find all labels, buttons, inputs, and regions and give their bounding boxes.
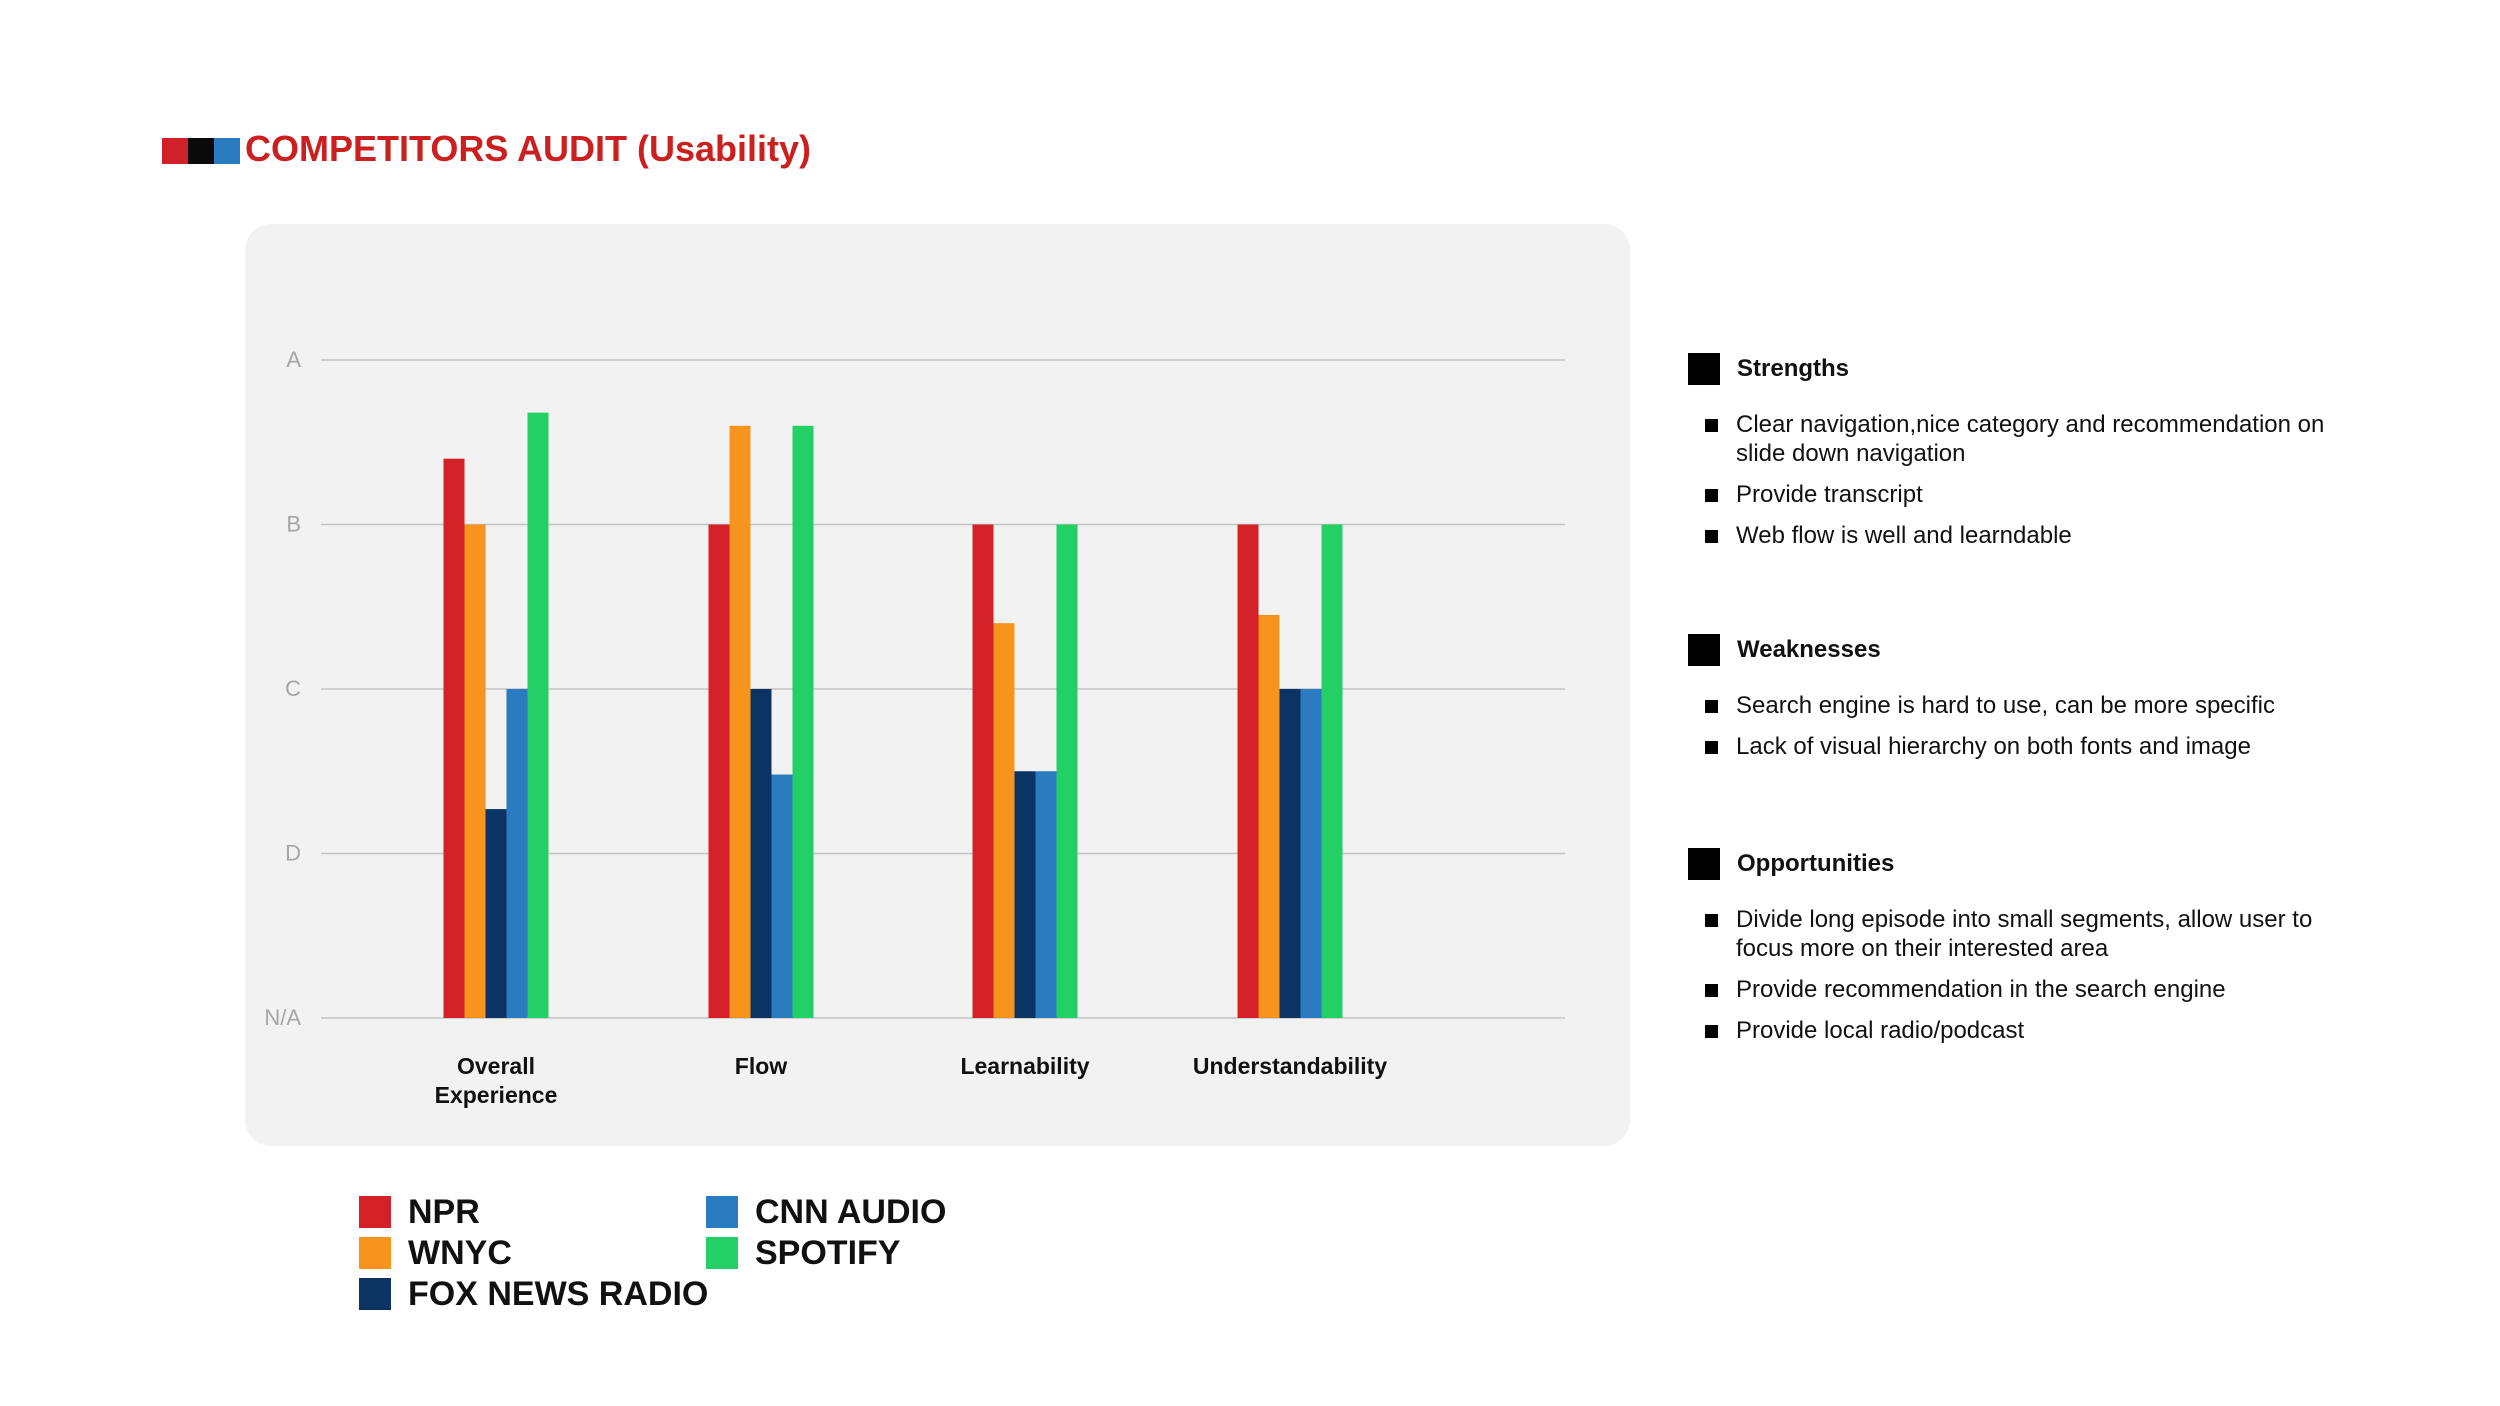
bar-fox-news-radio xyxy=(485,809,507,1018)
bullet-item: Clear navigation,nice category and recom… xyxy=(1705,410,2468,468)
logo-blue-block xyxy=(214,138,240,164)
bullet-item: Provide recommendation in the search eng… xyxy=(1705,975,2468,1004)
bar-npr xyxy=(708,524,730,1018)
y-tick-label: B xyxy=(286,512,301,537)
legend-swatch xyxy=(359,1278,391,1310)
x-tick-label: Learnability xyxy=(960,1053,1089,1079)
bullet-icon xyxy=(1705,419,1718,432)
legend-label: FOX NEWS RADIO xyxy=(408,1274,709,1313)
bullet-text: Divide long episode into small segments,… xyxy=(1736,906,2313,962)
section-marker-icon xyxy=(1688,634,1720,666)
section-strengths: Strengths Clear navigation,nice category … xyxy=(1688,352,2468,562)
bullet-text: Provide transcript xyxy=(1736,481,1923,508)
bullet-icon xyxy=(1705,741,1718,754)
x-tick-label: Flow xyxy=(735,1053,787,1079)
legend-swatch xyxy=(706,1237,738,1269)
bar-wnyc xyxy=(464,524,486,1018)
legend-label: CNN AUDIO xyxy=(755,1192,947,1231)
bullet-icon xyxy=(1705,700,1718,713)
section-heading: Strengths xyxy=(1688,352,2468,386)
x-tick-label-line: Flow xyxy=(735,1053,787,1079)
bar-npr xyxy=(972,524,994,1018)
bar-spotify xyxy=(1056,524,1078,1018)
x-tick-label: Understandability xyxy=(1193,1053,1387,1079)
legend-item: NPR xyxy=(359,1192,480,1231)
y-tick-label: C xyxy=(285,676,301,701)
legend-item: SPOTIFY xyxy=(706,1233,901,1272)
bullet-icon xyxy=(1705,914,1718,927)
section-opportunities: Opportunities Divide long episode into sm… xyxy=(1688,847,2468,1057)
legend-item: WNYC xyxy=(359,1233,512,1272)
legend-label: WNYC xyxy=(408,1233,512,1272)
bar-spotify xyxy=(1321,524,1343,1018)
bar-cnn-audio xyxy=(1035,771,1057,1018)
legend-label: NPR xyxy=(408,1192,480,1231)
bullet-icon xyxy=(1705,984,1718,997)
bar-chart: N/A D C B A Overall Experience Flow Learnability… xyxy=(264,347,1565,1108)
logo-black-block xyxy=(188,138,214,164)
section-title: Weaknesses xyxy=(1737,636,1881,663)
bar-npr xyxy=(443,458,465,1018)
section-title: Strengths xyxy=(1737,355,1850,382)
bar-spotify xyxy=(527,412,549,1018)
bar-fox-news-radio xyxy=(750,689,772,1018)
bullet-icon xyxy=(1705,1025,1718,1038)
legend-swatch xyxy=(359,1237,391,1269)
legend-swatch xyxy=(706,1196,738,1228)
logo-red-block xyxy=(162,138,188,164)
legend-label: SPOTIFY xyxy=(755,1233,901,1272)
bullet-item: Web flow is well and learndable xyxy=(1705,521,2468,550)
bullet-list: Divide long episode into small segments,… xyxy=(1688,905,2468,1045)
x-tick-label-line: Experience xyxy=(435,1082,558,1108)
section-heading: Weaknesses xyxy=(1688,633,2468,667)
bullet-icon xyxy=(1705,530,1718,543)
legend-item: FOX NEWS RADIO xyxy=(359,1274,709,1313)
y-tick-label: A xyxy=(286,347,301,372)
y-tick-label: N/A xyxy=(264,1005,301,1030)
bullet-item: Provide local radio/podcast xyxy=(1705,1016,2468,1045)
y-tick-label: D xyxy=(285,841,301,866)
bullet-list: Clear navigation,nice category and recom… xyxy=(1688,410,2468,550)
section-heading: Opportunities xyxy=(1688,847,2468,881)
bar-cnn-audio xyxy=(771,774,793,1018)
section-weaknesses: Weaknesses Search engine is hard to use, … xyxy=(1688,633,2468,773)
bullet-text: Lack of visual hierarchy on both fonts a… xyxy=(1736,733,2251,760)
x-tick-label-line: Learnability xyxy=(960,1053,1089,1079)
bar-wnyc xyxy=(729,425,751,1018)
bar-cnn-audio xyxy=(506,689,528,1018)
bar-npr xyxy=(1237,524,1259,1018)
page-title: COMPETITORS AUDIT (Usability) xyxy=(245,128,812,169)
bullet-item: Lack of visual hierarchy on both fonts a… xyxy=(1705,732,2468,761)
section-marker-icon xyxy=(1688,353,1720,385)
bullet-text: Provide recommendation in the search eng… xyxy=(1736,976,2226,1003)
x-tick-label-line: Understandability xyxy=(1193,1053,1387,1079)
title-logo xyxy=(162,138,240,164)
bullet-text: Provide local radio/podcast xyxy=(1736,1017,2025,1044)
bullet-text: Clear navigation,nice category and recom… xyxy=(1736,411,2325,467)
bullet-icon xyxy=(1705,489,1718,502)
bar-spotify xyxy=(792,425,814,1018)
x-tick-label-line: Overall xyxy=(457,1053,535,1079)
section-title: Opportunities xyxy=(1737,850,1895,877)
chart-panel: N/A D C B A Overall Experience Flow Learnability… xyxy=(245,224,1630,1146)
bar-wnyc xyxy=(993,623,1015,1018)
bullet-text: Web flow is well and learndable xyxy=(1736,522,2072,549)
x-tick-label: Overall Experience xyxy=(435,1053,558,1108)
bullet-item: Divide long episode into small segments,… xyxy=(1705,905,2468,963)
bullet-item: Provide transcript xyxy=(1705,480,2468,509)
bar-wnyc xyxy=(1258,614,1280,1018)
bullet-list: Search engine is hard to use, can be mor… xyxy=(1688,691,2468,761)
section-marker-icon xyxy=(1688,848,1720,880)
legend-swatch xyxy=(359,1196,391,1228)
bar-fox-news-radio xyxy=(1279,689,1301,1018)
bullet-item: Search engine is hard to use, can be mor… xyxy=(1705,691,2468,720)
bar-cnn-audio xyxy=(1300,689,1322,1018)
bar-fox-news-radio xyxy=(1014,771,1036,1018)
legend-item: CNN AUDIO xyxy=(706,1192,947,1231)
bullet-text: Search engine is hard to use, can be mor… xyxy=(1736,692,2275,719)
